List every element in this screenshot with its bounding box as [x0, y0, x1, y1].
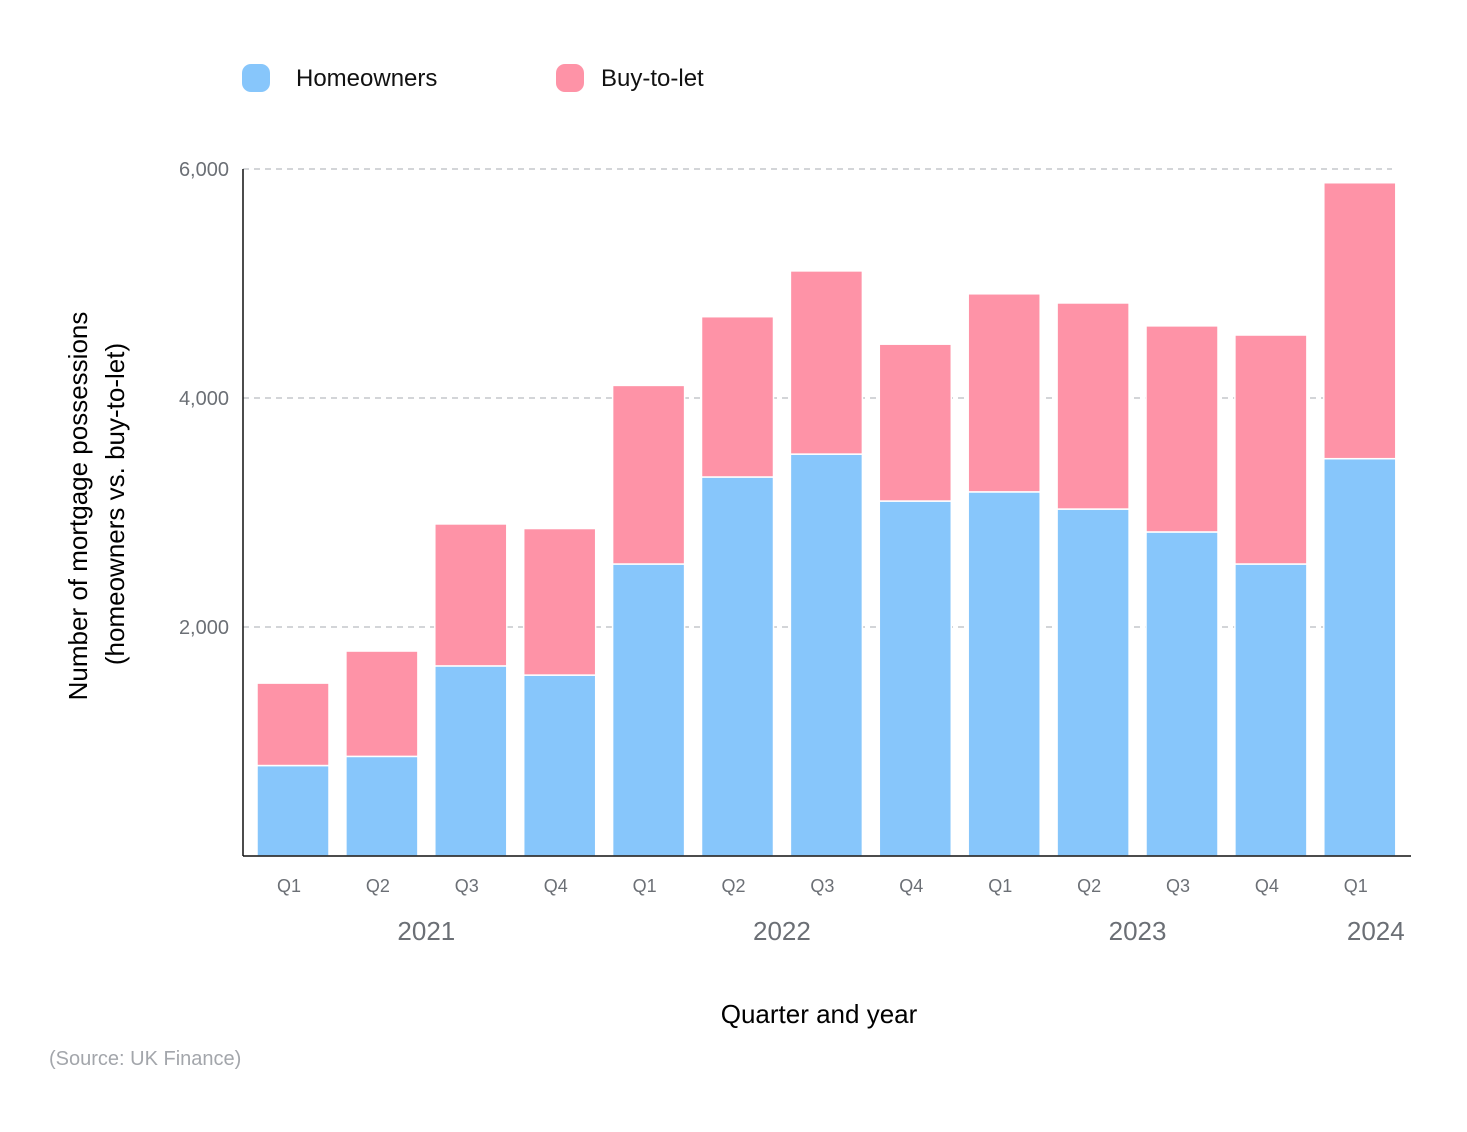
bar-segment-homeowners: [967, 491, 1041, 857]
legend-swatch-buy-to-let: [556, 64, 584, 92]
legend-label-buy-to-let: Buy-to-let: [601, 65, 704, 92]
x-tick-label: Q1: [1344, 876, 1368, 896]
bar-segment-homeowners: [434, 665, 508, 857]
x-tick-label: Q2: [366, 876, 390, 896]
x-tick-label: Q1: [633, 876, 657, 896]
y-tick-label: 6,000: [179, 159, 229, 181]
x-tick-label: Q3: [810, 876, 834, 896]
year-label: 2021: [397, 916, 455, 946]
bar-segment-buy-to-let: [700, 315, 775, 478]
bar-segment-buy-to-let: [878, 343, 953, 502]
bar-segment-homeowners: [522, 674, 597, 857]
y-tick-label: 2,000: [179, 617, 229, 639]
x-tick-label: Q4: [899, 876, 923, 896]
bar-segment-homeowners: [789, 453, 864, 857]
axes: [242, 169, 1411, 857]
bars: [256, 181, 1397, 857]
x-tick-label: Q3: [1166, 876, 1190, 896]
bar-segment-homeowners: [1056, 508, 1130, 857]
bar-segment-buy-to-let: [1145, 325, 1219, 533]
bar-segment-homeowners: [611, 563, 686, 857]
year-label: 2022: [753, 916, 811, 946]
bar-segment-homeowners: [1145, 531, 1219, 857]
y-axis-title-line-2: (homeowners vs. buy-to-let): [100, 343, 130, 665]
bar-segment-buy-to-let: [1323, 181, 1397, 460]
bar-segment-buy-to-let: [1234, 334, 1308, 565]
bar-segment-homeowners: [1234, 563, 1308, 857]
bar-segment-homeowners: [345, 755, 419, 857]
x-tick-label: Q1: [277, 876, 301, 896]
x-tick-labels: Q1 Q2 Q3 Q4 Q1 Q2 Q3 Q4 Q1 Q2 Q3 Q4 Q1: [277, 876, 1368, 896]
bar-segment-homeowners: [1323, 457, 1397, 857]
bar-segment-homeowners: [256, 764, 330, 857]
x-tick-label: Q4: [1255, 876, 1279, 896]
bar-segment-buy-to-let: [522, 527, 597, 676]
x-tick-label: Q4: [544, 876, 568, 896]
bar-segment-buy-to-let: [345, 650, 419, 758]
bar-segment-buy-to-let: [256, 682, 330, 767]
bar-segment-buy-to-let: [967, 293, 1041, 493]
legend-label-homeowners: Homeowners: [296, 65, 437, 92]
source-note: (Source: UK Finance): [49, 1048, 241, 1070]
bar-segment-buy-to-let: [611, 384, 686, 565]
year-labels: 2021 2022 2023 2024: [397, 916, 1404, 946]
x-tick-label: Q3: [455, 876, 479, 896]
y-axis-title-line-1: Number of mortgage possessions: [63, 312, 93, 701]
x-tick-label: Q2: [1077, 876, 1101, 896]
x-tick-label: Q2: [721, 876, 745, 896]
y-tick-label: 4,000: [179, 388, 229, 410]
legend-swatch-homeowners: [242, 64, 270, 92]
bar-segment-buy-to-let: [1056, 302, 1130, 510]
x-axis-title: Quarter and year: [721, 999, 918, 1029]
y-tick-labels: 2,000 4,000 6,000: [179, 159, 229, 639]
year-label: 2023: [1109, 916, 1167, 946]
bar-segment-homeowners: [878, 500, 953, 857]
bar-segment-buy-to-let: [789, 270, 864, 455]
x-tick-label: Q1: [988, 876, 1012, 896]
bar-segment-buy-to-let: [434, 523, 508, 667]
legend: Homeowners Buy-to-let: [242, 64, 704, 92]
year-label: 2024: [1347, 916, 1405, 946]
bar-segment-homeowners: [700, 476, 775, 857]
